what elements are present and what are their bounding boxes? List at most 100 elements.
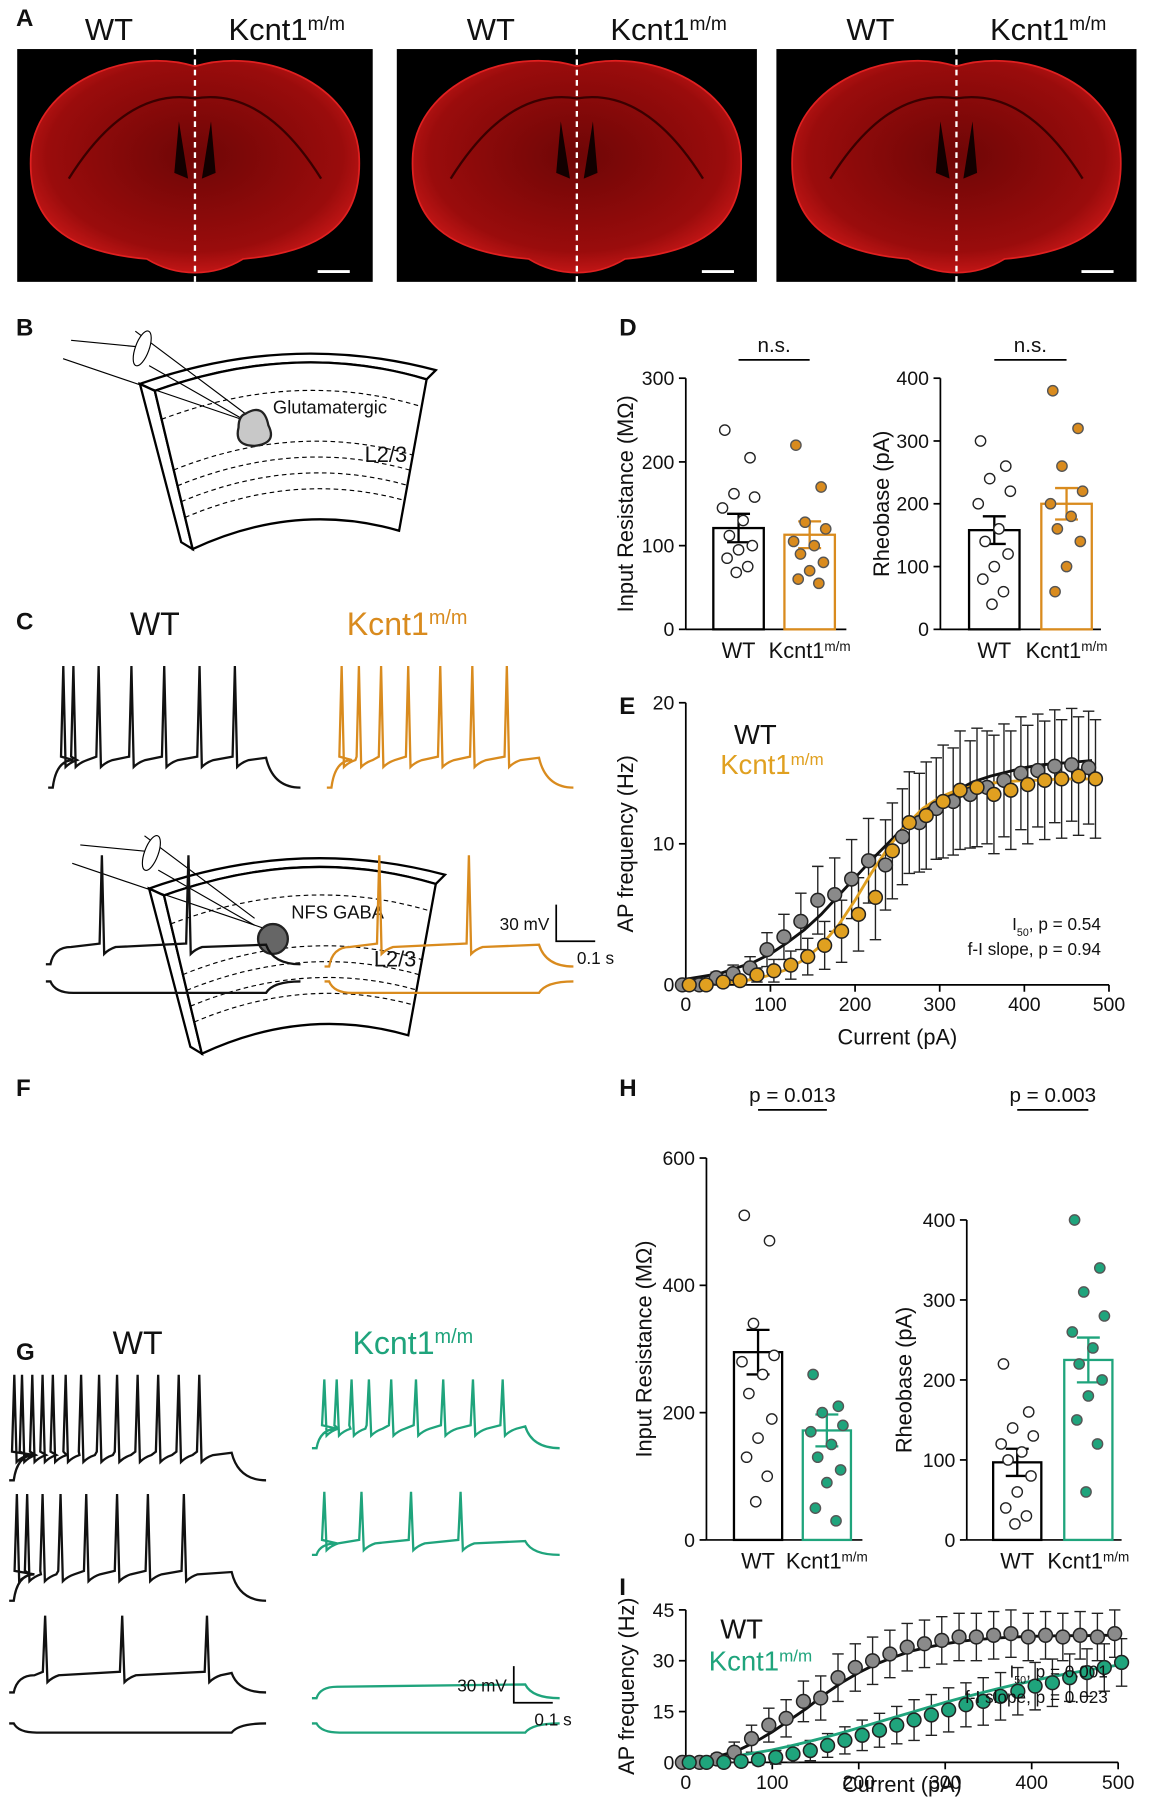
- legend-label: WT: [720, 1614, 763, 1645]
- layer-boundary: [173, 440, 414, 471]
- data-point: [834, 1464, 847, 1476]
- category-label: Kcnt1m/m: [786, 1549, 868, 1574]
- data-point: [986, 786, 1002, 803]
- cell: [236, 408, 273, 448]
- genotype-label-part: Kcnt1: [228, 12, 307, 47]
- annotation: f-I slope, p = 0.94: [968, 939, 1102, 959]
- data-point: [819, 523, 832, 535]
- legend-label: Kcnt1m/m: [709, 1646, 813, 1677]
- pipette: [80, 844, 152, 853]
- category-label: WT: [722, 638, 756, 663]
- data-point: [935, 793, 951, 810]
- annotation-part: , p = 0.54: [1029, 914, 1102, 934]
- trace-title-part: Kcnt1: [347, 606, 429, 642]
- data-point: [809, 1502, 822, 1514]
- data-point: [951, 1629, 967, 1645]
- panel-label: D: [619, 315, 636, 342]
- data-point: [821, 1476, 833, 1489]
- data-point: [730, 566, 743, 579]
- category-label: Kcnt1m/m: [1026, 638, 1108, 663]
- pipette: [72, 862, 269, 931]
- y-tick-label: 0: [684, 1530, 695, 1552]
- y-tick-label: 0: [663, 619, 674, 641]
- data-point: [785, 1746, 801, 1762]
- data-point: [723, 529, 736, 542]
- data-point: [1020, 1510, 1033, 1522]
- data-point: [740, 1451, 753, 1464]
- data-point: [1089, 1629, 1106, 1645]
- legend-label: WT: [734, 719, 777, 750]
- genotype-label-part: WT: [846, 12, 894, 47]
- data-point: [733, 1753, 749, 1770]
- trace-title: WT: [130, 606, 180, 642]
- annotation: I50, p = 0.54: [1012, 914, 1101, 939]
- data-point: [749, 967, 765, 983]
- x-tick-label: 100: [756, 1772, 789, 1794]
- trace-title: Kcnt1m/m: [347, 606, 468, 642]
- data-point: [817, 937, 833, 953]
- data-point: [1098, 1310, 1111, 1322]
- y-tick-label: 30: [653, 1651, 675, 1673]
- data-point: [799, 516, 811, 529]
- data-point: [716, 502, 729, 514]
- data-point: [1002, 1454, 1014, 1466]
- layer-label: L2/3: [365, 442, 407, 467]
- category-label-part: Kcnt1: [1047, 1549, 1103, 1574]
- data-point: [837, 1419, 849, 1432]
- data-point: [1037, 1627, 1054, 1643]
- category-label-part: Kcnt1: [769, 638, 825, 663]
- data-point: [1107, 1625, 1123, 1642]
- data-point: [882, 1646, 898, 1662]
- data-point: [783, 957, 799, 973]
- x-tick-label: 0: [680, 994, 691, 1016]
- data-point: [744, 451, 756, 464]
- significance-label: p = 0.013: [749, 1084, 836, 1107]
- category-label: Kcnt1m/m: [769, 638, 851, 663]
- data-point: [1046, 384, 1059, 397]
- category-label-part: WT: [1000, 1549, 1034, 1574]
- y-tick-label: 300: [896, 431, 929, 453]
- genotype-label-part: Kcnt1: [610, 12, 689, 47]
- x-tick-label: 300: [929, 1772, 962, 1794]
- data-point: [1051, 523, 1064, 535]
- data-point: [1080, 1486, 1092, 1498]
- data-point: [995, 1438, 1008, 1450]
- annotation-part: , p = 0.001: [1026, 1662, 1108, 1682]
- data-point: [993, 523, 1005, 535]
- data-point: [1065, 510, 1077, 523]
- x-tick-label: 400: [1015, 1772, 1048, 1794]
- genotype-label: Kcnt1m/m: [610, 12, 726, 47]
- category-label-part: Kcnt1: [1026, 638, 1082, 663]
- annotation-part: f-I slope, p = 0.023: [965, 1687, 1108, 1707]
- data-point: [983, 472, 996, 485]
- trace: [326, 666, 574, 789]
- data-point: [1044, 1675, 1061, 1691]
- category-label: WT: [741, 1549, 775, 1574]
- y-tick-label: 100: [896, 556, 929, 578]
- y-tick-label: 400: [662, 1275, 695, 1297]
- data-point: [986, 1627, 1002, 1643]
- annotation-part: 50: [1017, 927, 1029, 939]
- y-tick-label: 0: [663, 1752, 674, 1774]
- y-tick-label: 300: [642, 368, 675, 390]
- x-tick-label: 400: [1008, 994, 1041, 1016]
- x-tick-label: 0: [680, 1772, 691, 1794]
- data-point: [732, 973, 748, 989]
- y-axis-title: Input Resistance (MΩ): [613, 395, 638, 612]
- y-tick-label: 45: [653, 1600, 675, 1622]
- annotation: f-I slope, p = 0.023: [965, 1687, 1108, 1707]
- data-point: [793, 913, 809, 930]
- x-tick-label: 500: [1102, 1772, 1135, 1794]
- scale-label: 30 mV: [457, 1675, 507, 1695]
- data-point: [738, 1209, 751, 1222]
- data-point: [1087, 771, 1104, 787]
- data-point: [958, 1697, 974, 1713]
- data-point: [923, 1707, 939, 1723]
- y-tick-label: 400: [896, 368, 929, 390]
- category-label-part: WT: [722, 638, 756, 663]
- y-tick-label: 0: [918, 619, 929, 641]
- cortex-face: [162, 865, 438, 1056]
- pipette-tip: [132, 330, 152, 367]
- trace: [48, 666, 301, 789]
